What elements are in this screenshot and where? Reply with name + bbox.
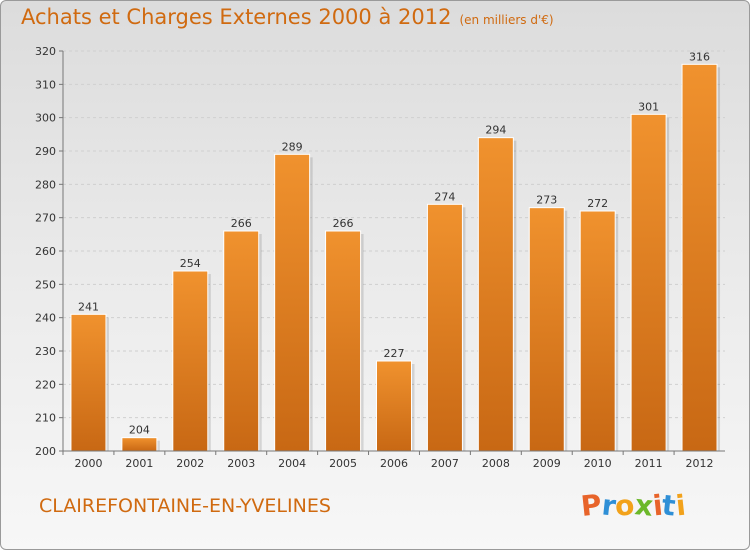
value-label-2001: 204 (129, 424, 150, 437)
bar-2010 (579, 210, 616, 452)
x-tick-label-2001: 2001 (125, 457, 153, 470)
bar-2008 (477, 137, 514, 452)
x-tick-label-2003: 2003 (227, 457, 255, 470)
bar-2009 (528, 207, 565, 452)
y-tick-label: 310 (35, 78, 56, 91)
value-label-2004: 289 (282, 140, 303, 153)
x-tick-label-2006: 2006 (380, 457, 408, 470)
value-label-2000: 241 (78, 300, 99, 313)
bar-2011 (630, 113, 667, 452)
bar-2003 (223, 230, 260, 452)
y-tick-label: 200 (35, 445, 56, 458)
y-tick-label: 290 (35, 145, 56, 158)
value-label-2009: 273 (536, 194, 557, 207)
x-tick-label-2005: 2005 (329, 457, 357, 470)
chart-unit: (en milliers d'€) (459, 13, 554, 27)
y-tick-label: 300 (35, 112, 56, 125)
value-label-2011: 301 (638, 100, 659, 113)
value-label-2006: 227 (384, 347, 405, 360)
value-label-2010: 272 (587, 197, 608, 210)
value-label-2007: 274 (434, 190, 455, 203)
bar-2007 (426, 203, 463, 452)
y-tick-label: 320 (35, 45, 56, 58)
y-tick-label: 210 (35, 412, 56, 425)
bar-2000 (70, 313, 107, 452)
y-tick-label: 230 (35, 345, 56, 358)
logo-letter: i (673, 488, 687, 523)
x-tick-label-2009: 2009 (533, 457, 561, 470)
bar-2004 (274, 153, 311, 452)
x-tick-label-2004: 2004 (278, 457, 306, 470)
value-label-2002: 254 (180, 257, 201, 270)
x-tick-label-2000: 2000 (74, 457, 102, 470)
chart-title: Achats et Charges Externes 2000 à 2012 (e… (21, 5, 554, 29)
x-tick-label-2002: 2002 (176, 457, 204, 470)
value-label-2012: 316 (689, 50, 710, 63)
bar-2001 (121, 437, 158, 452)
x-tick-label-2007: 2007 (431, 457, 459, 470)
y-tick-label: 280 (35, 178, 56, 191)
chart-title-text: Achats et Charges Externes 2000 à 2012 (21, 5, 452, 29)
y-tick-label: 260 (35, 245, 56, 258)
bars: 241 204 254 266 289 266 227 274 294 273 272 301 316 (70, 50, 721, 452)
value-label-2008: 294 (485, 124, 506, 137)
tick-labels: 200 210 220 230 240 250 260 270 280 290 300 310 320 2… (35, 45, 714, 470)
y-tick-label: 220 (35, 378, 56, 391)
commune-name: CLAIREFONTAINE-EN-YVELINES (39, 495, 331, 517)
bar-2005 (325, 230, 362, 452)
y-tick-label: 240 (35, 312, 56, 325)
value-label-2005: 266 (333, 217, 354, 230)
y-tick-label: 270 (35, 212, 56, 225)
value-label-2003: 266 (231, 217, 252, 230)
y-tick-label: 250 (35, 278, 56, 291)
proxiti-logo: Proxiti (579, 488, 687, 523)
bar-2012 (681, 63, 718, 452)
x-tick-label-2012: 2012 (686, 457, 714, 470)
bar-2006 (376, 360, 412, 452)
x-tick-label-2010: 2010 (584, 457, 612, 470)
x-tick-label-2011: 2011 (635, 457, 663, 470)
bar-2002 (172, 270, 209, 452)
x-tick-label-2008: 2008 (482, 457, 510, 470)
